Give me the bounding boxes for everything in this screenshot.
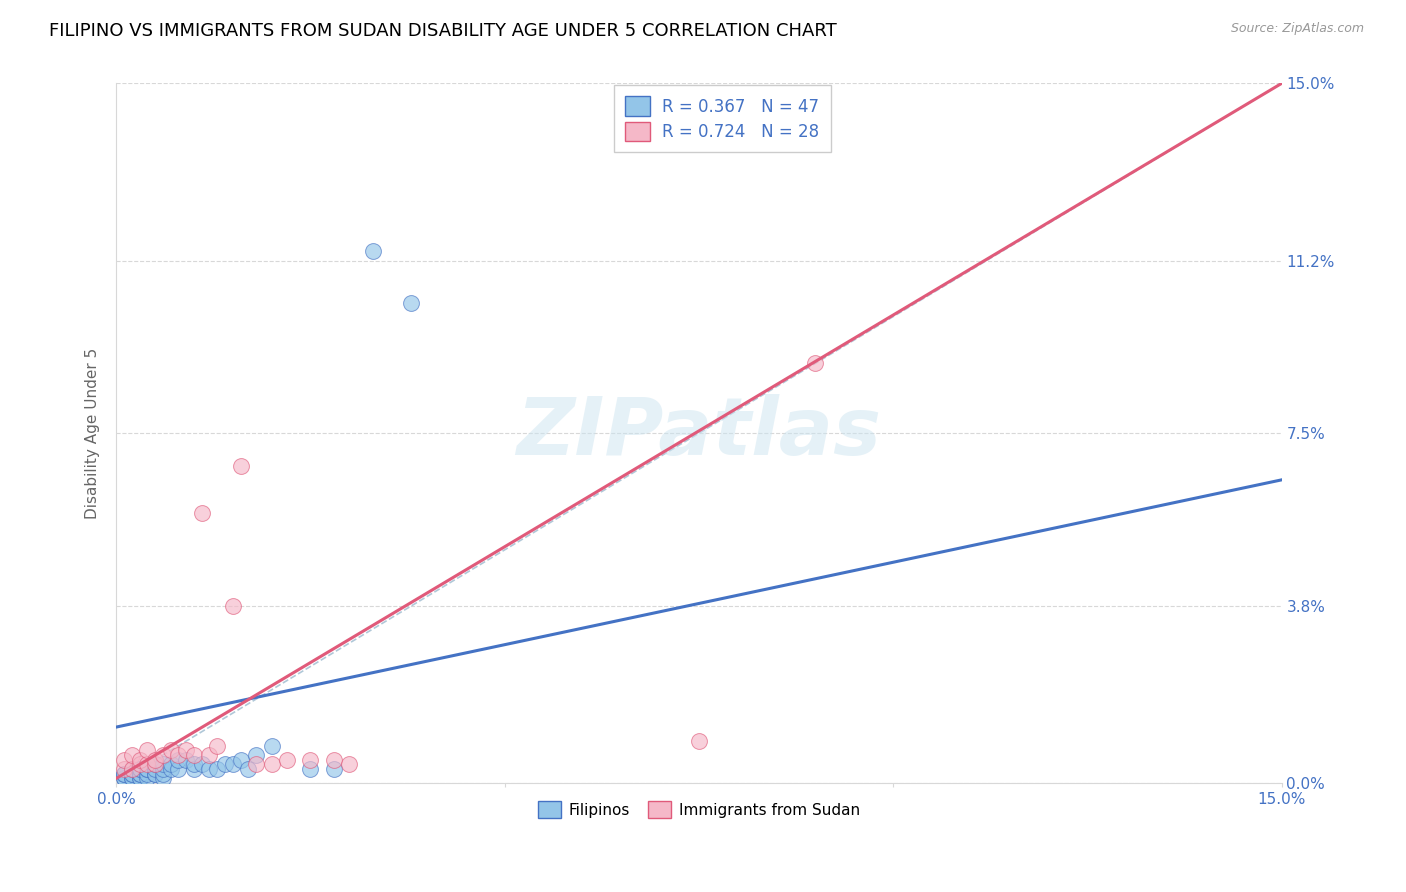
Point: [337, 757, 360, 772]
Point: [152, 772, 174, 786]
Point: [207, 739, 229, 753]
Point: [245, 747, 267, 762]
Point: [143, 766, 166, 780]
Point: [299, 762, 322, 776]
Point: [112, 762, 135, 776]
Point: [121, 766, 143, 780]
Point: [136, 772, 159, 786]
Point: [121, 762, 143, 776]
Point: [128, 757, 150, 772]
Point: [299, 753, 322, 767]
Point: [190, 757, 212, 772]
Legend: Filipinos, Immigrants from Sudan: Filipinos, Immigrants from Sudan: [531, 795, 866, 824]
Point: [112, 753, 135, 767]
Point: [128, 762, 150, 776]
Point: [112, 772, 135, 786]
Point: [152, 762, 174, 776]
Point: [183, 757, 205, 772]
Point: [112, 772, 135, 786]
Point: [159, 743, 181, 757]
Point: [222, 757, 245, 772]
Text: ZIPatlas: ZIPatlas: [516, 394, 882, 472]
Point: [361, 244, 384, 259]
Point: [152, 757, 174, 772]
Point: [174, 743, 197, 757]
Point: [112, 766, 135, 780]
Text: FILIPINO VS IMMIGRANTS FROM SUDAN DISABILITY AGE UNDER 5 CORRELATION CHART: FILIPINO VS IMMIGRANTS FROM SUDAN DISABI…: [49, 22, 837, 40]
Point: [183, 762, 205, 776]
Point: [136, 762, 159, 776]
Point: [128, 753, 150, 767]
Point: [229, 753, 252, 767]
Point: [198, 747, 221, 762]
Point: [190, 506, 212, 520]
Point: [121, 762, 143, 776]
Point: [121, 747, 143, 762]
Point: [136, 757, 159, 772]
Point: [152, 766, 174, 780]
Point: [174, 753, 197, 767]
Point: [260, 739, 283, 753]
Point: [128, 766, 150, 780]
Point: [121, 766, 143, 780]
Point: [136, 766, 159, 780]
Point: [143, 762, 166, 776]
Point: [152, 747, 174, 762]
Point: [112, 766, 135, 780]
Point: [322, 762, 344, 776]
Point: [238, 762, 260, 776]
Point: [183, 747, 205, 762]
Point: [143, 766, 166, 780]
Point: [128, 762, 150, 776]
Point: [167, 753, 190, 767]
Point: [804, 356, 827, 370]
Point: [260, 757, 283, 772]
Point: [136, 743, 159, 757]
Point: [159, 757, 181, 772]
Point: [159, 762, 181, 776]
Point: [322, 753, 344, 767]
Point: [143, 757, 166, 772]
Point: [198, 762, 221, 776]
Point: [214, 757, 236, 772]
Y-axis label: Disability Age Under 5: Disability Age Under 5: [86, 348, 100, 519]
Point: [128, 766, 150, 780]
Point: [128, 772, 150, 786]
Point: [229, 458, 252, 473]
Point: [167, 762, 190, 776]
Point: [401, 295, 423, 310]
Point: [128, 772, 150, 786]
Point: [167, 747, 190, 762]
Point: [143, 757, 166, 772]
Point: [207, 762, 229, 776]
Text: Source: ZipAtlas.com: Source: ZipAtlas.com: [1230, 22, 1364, 36]
Point: [276, 753, 298, 767]
Point: [688, 734, 710, 748]
Point: [136, 762, 159, 776]
Point: [222, 599, 245, 613]
Point: [245, 757, 267, 772]
Point: [121, 772, 143, 786]
Point: [121, 772, 143, 786]
Point: [143, 753, 166, 767]
